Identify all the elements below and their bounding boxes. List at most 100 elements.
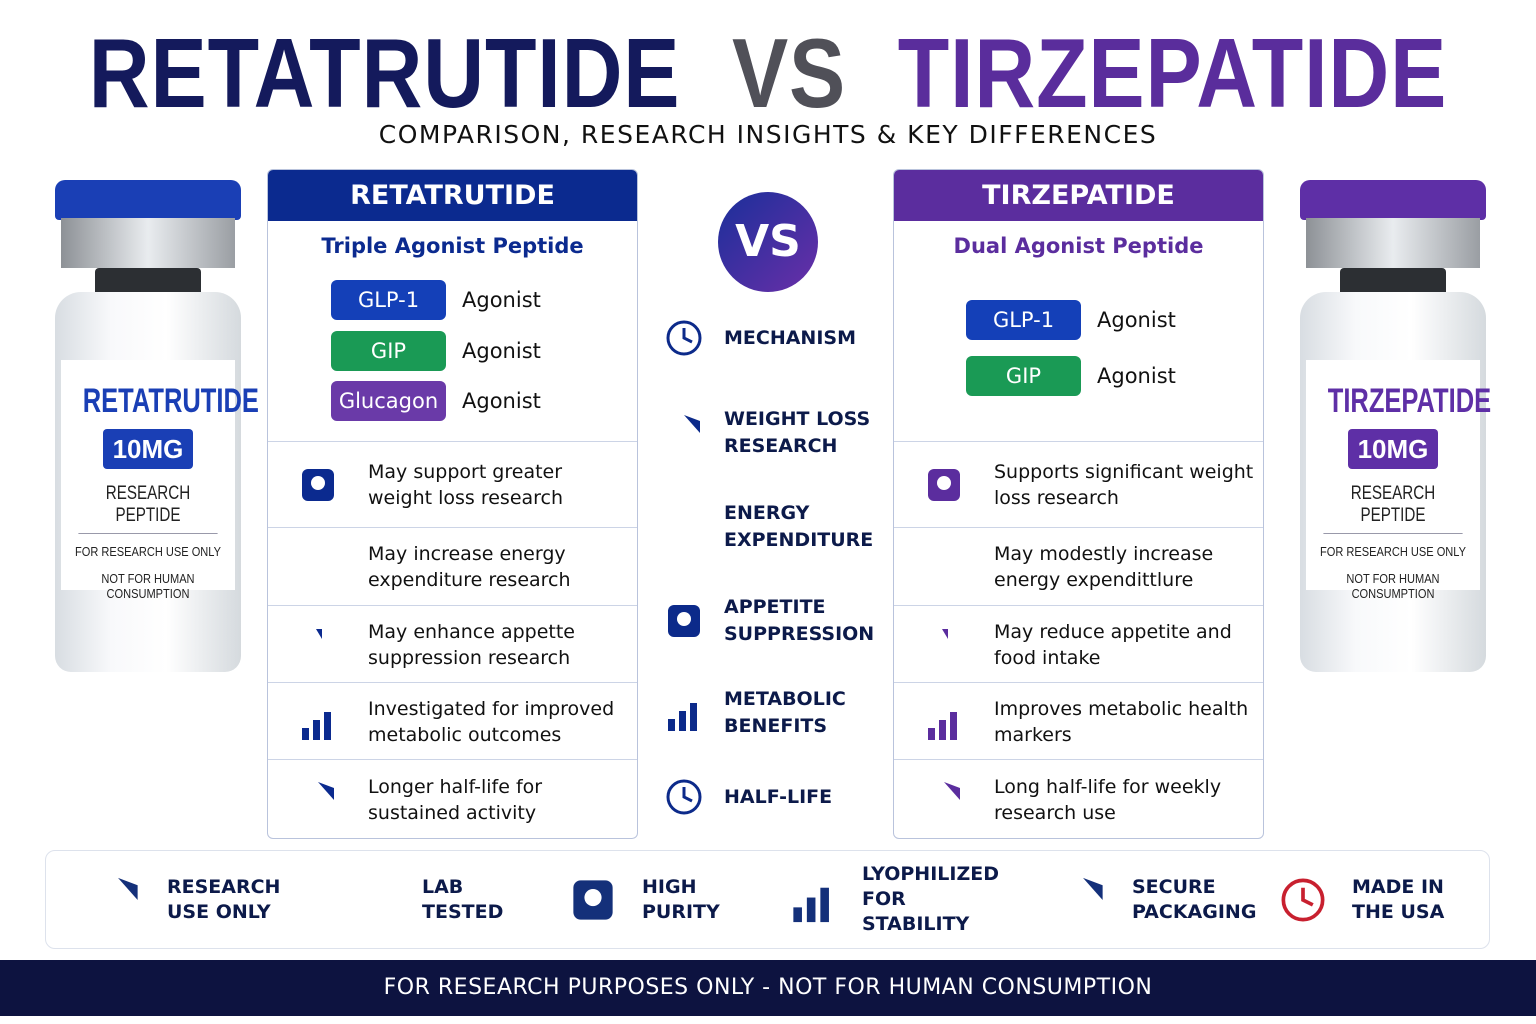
vial-dose: 10MG xyxy=(1348,429,1438,469)
icon xyxy=(934,781,960,809)
receptor: GLP-1 Agonist xyxy=(331,280,541,320)
features-bar: RESEARCH USE ONLY LAB TESTED HIGH PURITY LY… xyxy=(45,850,1490,949)
vial-glass: RETATRUTIDE 10MG RESEARCH PEPTIDE FOR RESEA… xyxy=(55,292,259,672)
receptor: GIP Agonist xyxy=(331,331,541,371)
receptor: GLP-1 Agonist xyxy=(966,300,1176,340)
vial-cap xyxy=(1300,180,1486,220)
icon xyxy=(666,779,702,815)
title-left: RETATRUTIDE xyxy=(88,18,681,128)
category: APPETITE SUPPRESSION xyxy=(662,594,874,648)
feature-label: LYOPHILIZED FOR STABILITY xyxy=(862,863,999,935)
category: ENERGY EXPENDITURE xyxy=(662,500,874,554)
feature: LAB TESTED xyxy=(346,851,504,948)
footer: FOR RESEARCH PURPOSES ONLY - NOT FOR HUM… xyxy=(0,960,1536,1016)
icon xyxy=(668,703,697,731)
receptor: Glucagon Agonist xyxy=(331,381,541,421)
receptor-pill: GLP-1 xyxy=(966,300,1081,340)
receptor-role: Agonist xyxy=(1097,308,1176,332)
category-label: METABOLIC BENEFITS xyxy=(724,688,846,737)
vial-dose: 10MG xyxy=(103,429,193,469)
feature-label: LAB TESTED xyxy=(422,875,504,923)
icon xyxy=(928,469,960,501)
icon xyxy=(674,415,700,442)
vial-note: FOR RESEARCH USE ONLY xyxy=(75,544,221,559)
row-text: May modestly increase energy expendittlu… xyxy=(994,543,1214,591)
vial-note: NOT FOR HUMAN CONSUMPTION xyxy=(101,571,195,601)
row-text: May enhance appette suppression research xyxy=(368,620,575,669)
vial-label-text: RESEARCH PEPTIDE xyxy=(78,483,218,534)
category: METABOLIC BENEFITS xyxy=(662,686,874,740)
category: MECHANISM xyxy=(662,316,874,360)
panel-header: RETATRUTIDE xyxy=(268,170,637,221)
feature: LYOPHILIZED FOR STABILITY xyxy=(786,851,1012,948)
icon xyxy=(316,628,322,639)
vial-glass: TIRZEPATIDE 10MG RESEARCH PEPTIDE FOR RESEA… xyxy=(1300,292,1492,672)
receptor-pill: Glucagon xyxy=(331,381,446,421)
icon xyxy=(346,873,400,927)
category-label: WEIGHT LOSS RESEARCH xyxy=(724,408,871,457)
title-right: TIRZEPATIDE xyxy=(897,18,1448,128)
receptor-pill: GIP xyxy=(966,356,1081,396)
icon xyxy=(573,879,613,920)
vial-note: NOT FOR HUMAN CONSUMPTION xyxy=(1346,571,1440,601)
comparison-row: May support greater weight loss research xyxy=(268,441,637,528)
feature: MADE IN THE USA xyxy=(1276,851,1452,948)
icon xyxy=(922,545,966,589)
icon xyxy=(308,781,334,809)
panel-header: TIRZEPATIDE xyxy=(894,170,1263,221)
icon xyxy=(928,711,957,740)
feature-label: HIGH PURITY xyxy=(642,875,720,923)
receptor: GIP Agonist xyxy=(966,356,1176,396)
icon xyxy=(1281,878,1325,921)
feature-label: RESEARCH USE ONLY xyxy=(167,875,281,923)
comparison-row: Long half-life for weekly research use xyxy=(894,759,1263,838)
comparison-row: Supports significant weight loss researc… xyxy=(894,441,1263,528)
vial-crimp xyxy=(61,218,235,268)
feature: RESEARCH USE ONLY xyxy=(91,851,297,948)
vial-label: TIRZEPATIDE 10MG RESEARCH PEPTIDE FOR RESEA… xyxy=(1306,360,1492,601)
comparison-row: May increase energy expenditure research xyxy=(268,527,637,606)
comparison-row: May enhance appette suppression research xyxy=(268,605,637,683)
vial-name: RETATRUTIDE xyxy=(82,382,259,420)
category-label: MECHANISM xyxy=(724,326,856,349)
feature-label: MADE IN THE USA xyxy=(1352,875,1445,923)
feature-label: SECURE PACKAGING xyxy=(1132,875,1257,923)
receptor-role: Agonist xyxy=(462,339,541,363)
row-text: May increase energy expenditure research xyxy=(368,543,571,591)
icon xyxy=(302,469,334,501)
panel-subtitle: Dual Agonist Peptide xyxy=(953,234,1204,258)
vial-label-text: RESEARCH PEPTIDE xyxy=(1323,483,1463,534)
row-text: Supports significant weight loss researc… xyxy=(994,461,1254,509)
vial: TIRZEPATIDE 10MG RESEARCH PEPTIDE FOR RESEA… xyxy=(1300,180,1492,680)
feature: SECURE PACKAGING xyxy=(1056,851,1262,948)
panel: TIRZEPATIDE Dual Agonist Peptide GLP-1 Agon… xyxy=(893,169,1264,839)
vs-badge: VS xyxy=(718,192,818,292)
panel-subtitle: Triple Agonist Peptide xyxy=(321,234,584,258)
row-text: Longer half-life for sustained activity xyxy=(368,775,543,824)
comparison-row: Investigated for improved metabolic outc… xyxy=(268,682,637,760)
receptor-role: Agonist xyxy=(1097,364,1176,388)
panel: RETATRUTIDE Triple Agonist Peptide GLP-1 Ag… xyxy=(267,169,638,839)
comparison-row: Improves metabolic health markers xyxy=(894,682,1263,760)
row-text: May support greater weight loss research xyxy=(368,461,564,509)
vial-note: FOR RESEARCH USE ONLY xyxy=(1320,544,1466,559)
vial-label: RETATRUTIDE 10MG RESEARCH PEPTIDE FOR RESEA… xyxy=(61,360,259,601)
title: RETATRUTIDE VS TIRZEPATIDE xyxy=(89,18,1447,128)
receptor-role: Agonist xyxy=(462,288,541,312)
icon xyxy=(662,505,706,549)
category-label: HALF-LIFE xyxy=(724,785,833,808)
icon xyxy=(296,545,340,589)
icon xyxy=(1071,877,1103,911)
icon xyxy=(106,877,138,911)
category: WEIGHT LOSS RESEARCH xyxy=(662,406,874,460)
feature: HIGH PURITY xyxy=(566,851,722,948)
comparison-row: May reduce appetite and food intake xyxy=(894,605,1263,683)
vial-name: TIRZEPATIDE xyxy=(1327,382,1492,420)
icon xyxy=(666,320,702,356)
icon xyxy=(668,605,700,637)
vial: RETATRUTIDE 10MG RESEARCH PEPTIDE FOR RESEA… xyxy=(55,180,259,680)
icon xyxy=(793,887,829,922)
category: HALF-LIFE xyxy=(662,775,874,819)
subtitle: COMPARISON, RESEARCH INSIGHTS & KEY DIFF… xyxy=(378,120,1158,149)
